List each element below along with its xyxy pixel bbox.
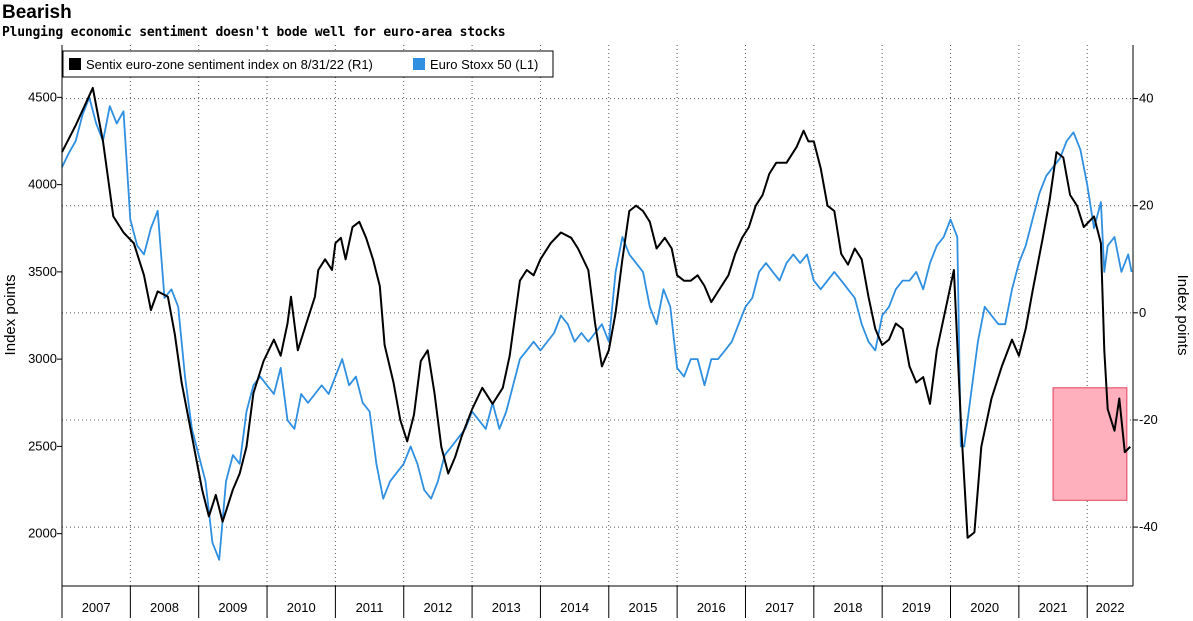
x-tick-label: 2020 xyxy=(970,600,999,615)
series-line-sentix xyxy=(61,86,1132,539)
right-axis-label: Index points xyxy=(1174,275,1191,356)
chart-title: Bearish xyxy=(2,2,72,23)
x-tick-label: 2021 xyxy=(1039,600,1068,615)
x-tick-label: 2007 xyxy=(82,600,111,615)
x-tick-label: 2008 xyxy=(150,600,179,615)
x-tick-label: 2009 xyxy=(218,600,247,615)
right-tick-label: 40 xyxy=(1139,91,1153,106)
x-tick-label: 2015 xyxy=(628,600,657,615)
left-tick-label: 3000 xyxy=(28,351,57,366)
x-tick-label: 2013 xyxy=(492,600,521,615)
legend-swatch-stoxx xyxy=(413,58,425,70)
right-tick-label: 20 xyxy=(1139,198,1153,213)
highlight-box xyxy=(1052,387,1128,501)
right-tick-label: -20 xyxy=(1139,412,1158,427)
left-axis-label: Index points xyxy=(2,275,19,356)
left-tick-label: 4500 xyxy=(28,89,57,104)
right-tick-label: -40 xyxy=(1139,519,1158,534)
highlight-region xyxy=(1052,387,1128,501)
legend-label-stoxx: Euro Stoxx 50 (L1) xyxy=(430,57,538,72)
chart-subtitle: Plunging economic sentiment doesn't bode… xyxy=(2,25,506,40)
legend-swatch-sentix xyxy=(69,58,81,70)
x-tick-label: 2022 xyxy=(1096,600,1125,615)
left-tick-label: 4000 xyxy=(28,177,57,192)
x-tick-label: 2012 xyxy=(423,600,452,615)
left-tick-label: 2000 xyxy=(28,526,57,541)
legend-box xyxy=(62,50,554,78)
left-tick-label: 2500 xyxy=(28,438,57,453)
legend: Sentix euro-zone sentiment index on 8/31… xyxy=(62,50,554,78)
grid-lines xyxy=(62,45,1133,586)
x-tick-label: 2014 xyxy=(560,600,589,615)
x-tick-label: 2018 xyxy=(834,600,863,615)
x-tick-label: 2016 xyxy=(697,600,726,615)
left-tick-label: 3500 xyxy=(28,264,57,279)
right-tick-label: 0 xyxy=(1139,305,1146,320)
x-tick-label: 2011 xyxy=(356,600,384,615)
x-tick-label: 2010 xyxy=(287,600,316,615)
series-layer xyxy=(61,86,1133,561)
legend-label-sentix: Sentix euro-zone sentiment index on 8/31… xyxy=(86,57,373,72)
x-tick-label: 2019 xyxy=(902,600,931,615)
axes: 2000 2500 3000 3500 4000 4500 -40 -20 0 20 40 2007 2… xyxy=(28,45,1158,618)
x-tick-label: 2017 xyxy=(765,600,794,615)
